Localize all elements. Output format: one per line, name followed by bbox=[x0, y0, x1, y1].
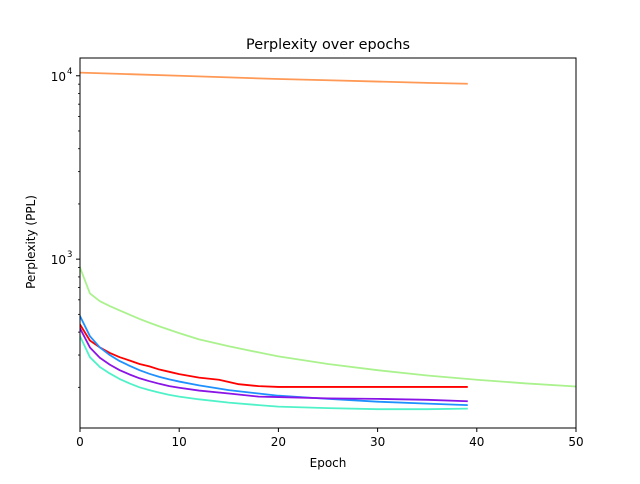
x-tick-label: 40 bbox=[469, 435, 484, 449]
series-group bbox=[80, 71, 576, 411]
x-axis-label: Epoch bbox=[310, 456, 347, 470]
x-tick-label: 0 bbox=[76, 435, 84, 449]
series-line-5 bbox=[80, 327, 468, 403]
plot-area bbox=[80, 71, 576, 411]
y-tick-label: 10 bbox=[51, 253, 66, 267]
series-line-1 bbox=[80, 71, 468, 85]
chart-title: Perplexity over epochs bbox=[246, 37, 410, 53]
plot-frame bbox=[79, 57, 577, 429]
y-tick-label: 10 bbox=[51, 70, 66, 84]
series-line-3 bbox=[80, 323, 468, 388]
y-tick-label-exponent: 3 bbox=[67, 250, 72, 260]
series-line-2 bbox=[80, 266, 576, 388]
y-axis-label: Perplexity (PPL) bbox=[24, 195, 38, 289]
x-tick-label: 20 bbox=[271, 435, 286, 449]
x-tick-label: 10 bbox=[172, 435, 187, 449]
x-tick-label: 50 bbox=[568, 435, 583, 449]
series-line-6 bbox=[80, 335, 468, 411]
x-tick-label: 30 bbox=[370, 435, 385, 449]
y-tick-label-exponent: 4 bbox=[67, 67, 72, 77]
